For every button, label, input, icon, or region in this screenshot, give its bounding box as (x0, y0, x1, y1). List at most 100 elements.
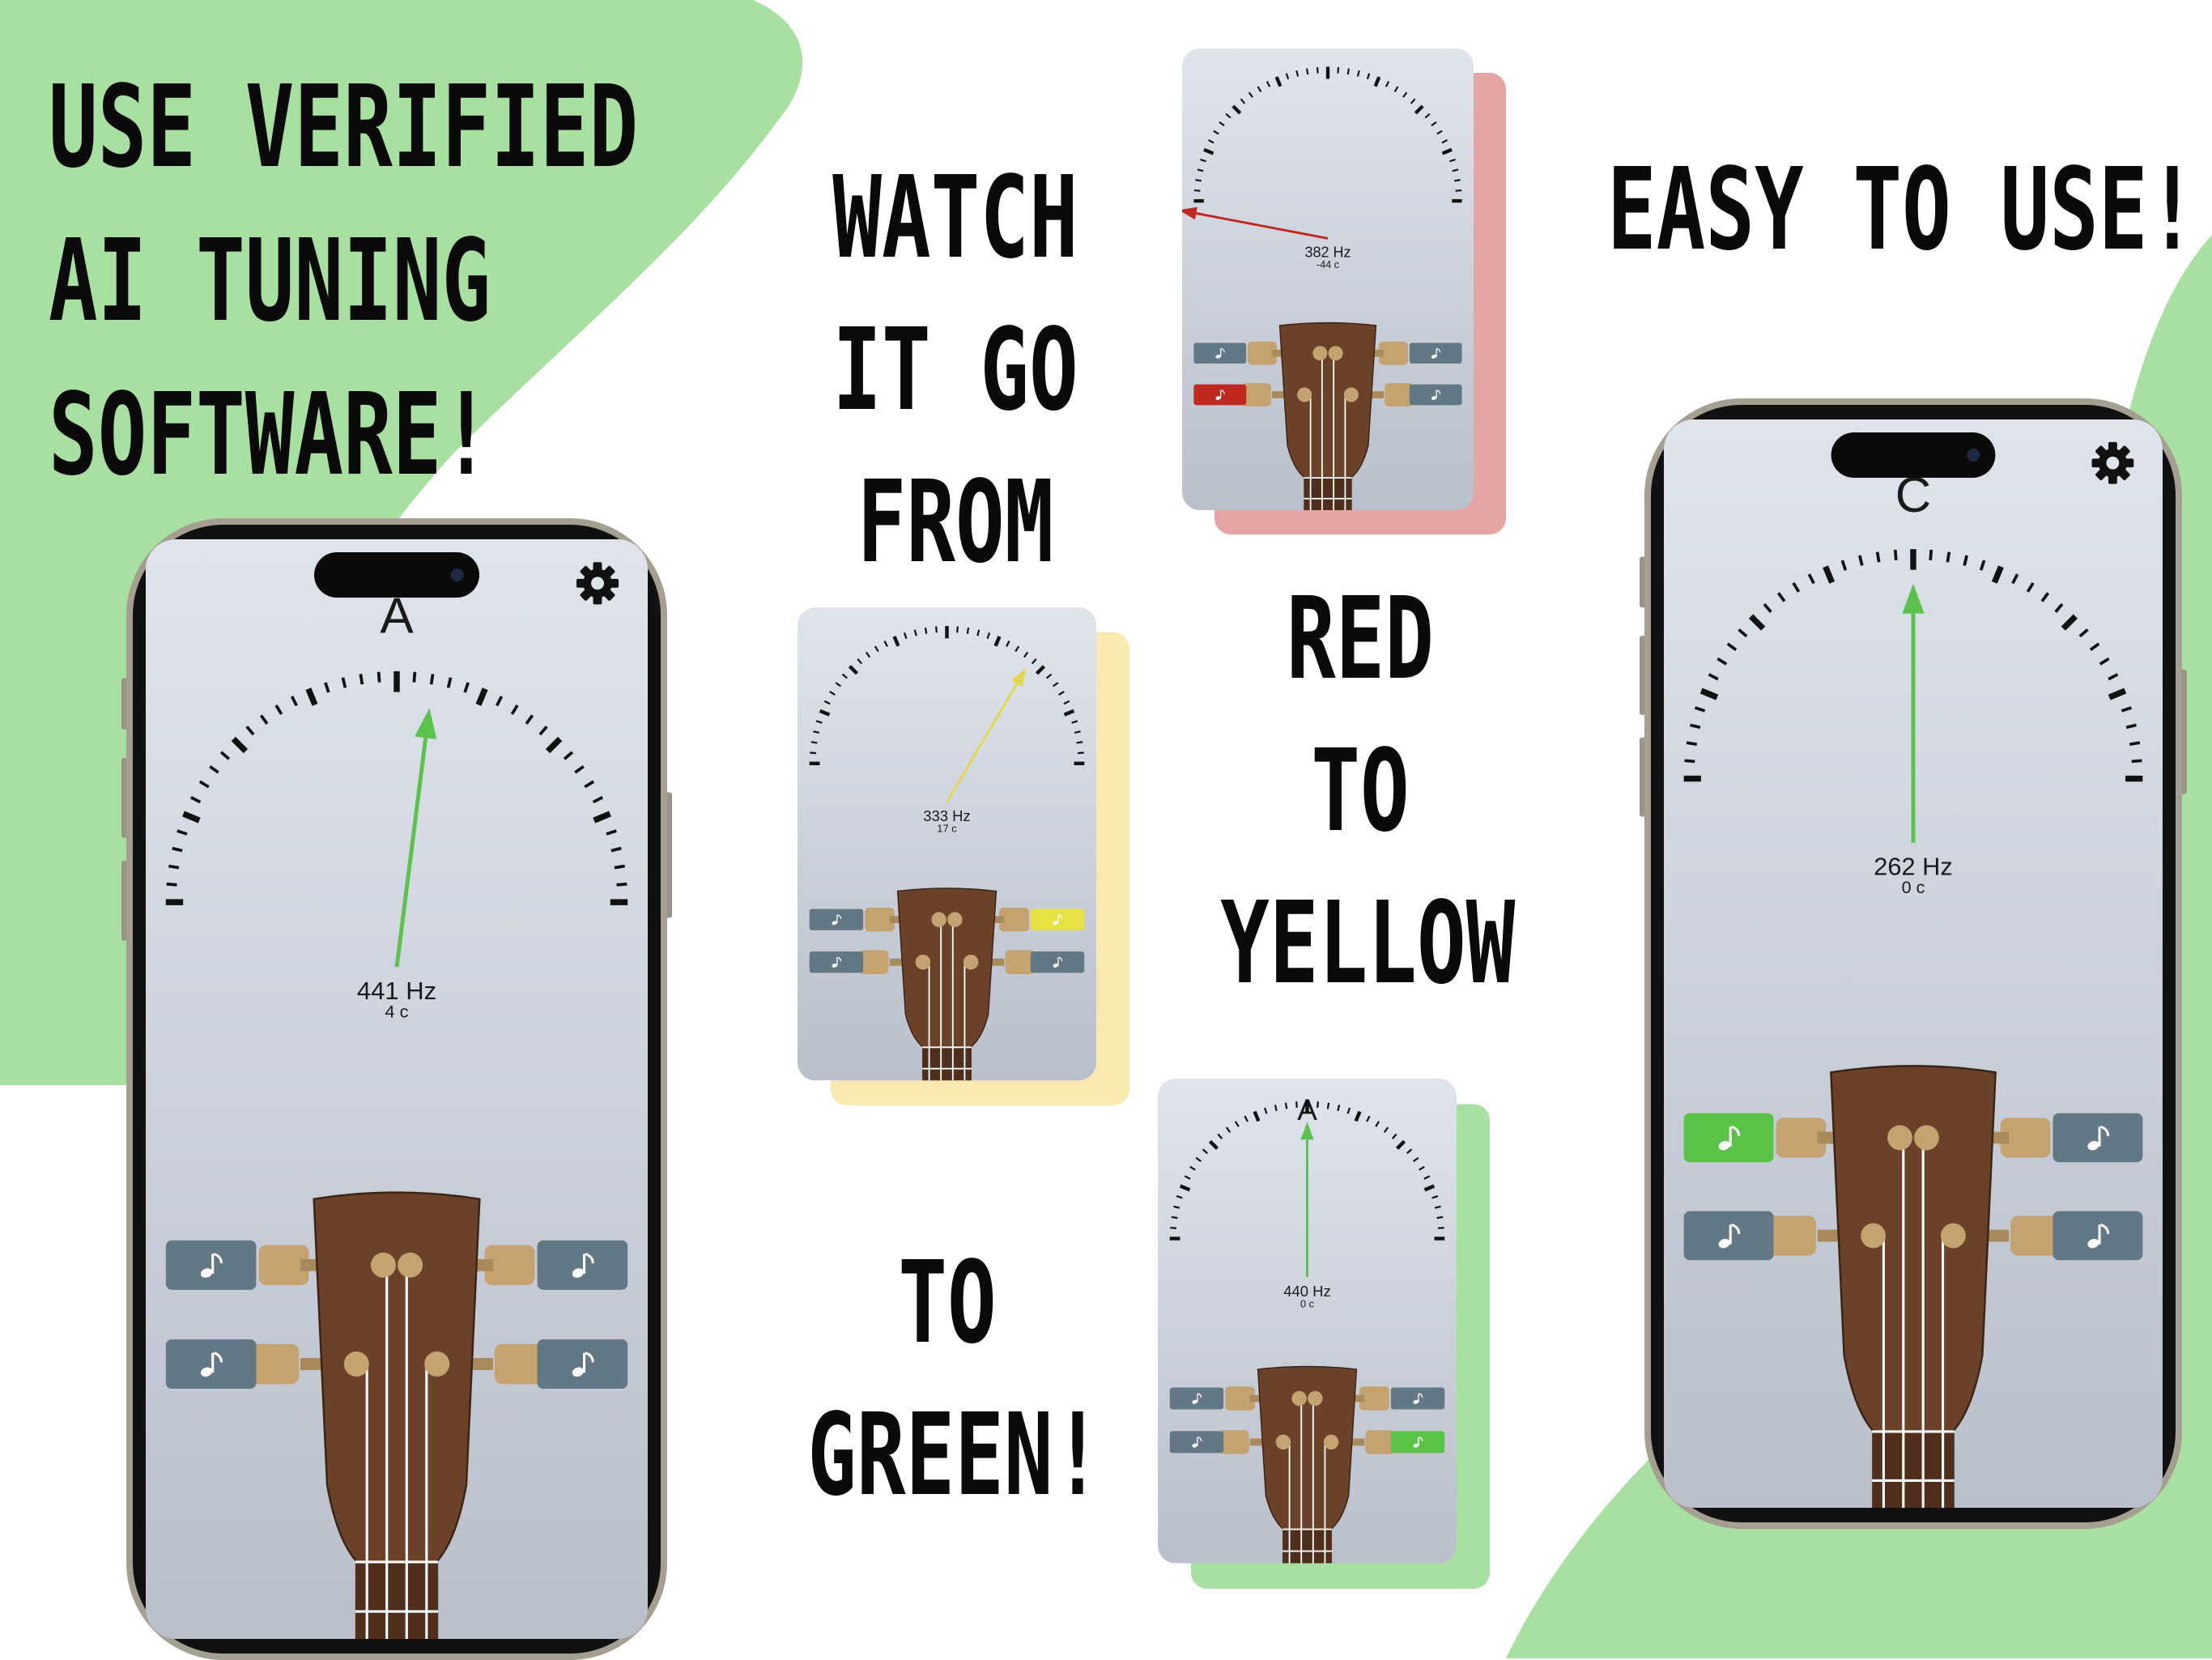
button-face[interactable] (1390, 1431, 1445, 1454)
button-face[interactable] (1169, 1387, 1224, 1410)
string-button-bottom-right[interactable] (537, 1339, 628, 1390)
gear-icon[interactable] (2091, 441, 2134, 484)
string-button-top-right[interactable] (1409, 343, 1462, 364)
gauge-tick (1071, 720, 1078, 724)
tuning-peg (1005, 950, 1036, 974)
string-button-top-right[interactable] (1030, 909, 1085, 930)
string-button-top-left[interactable] (1683, 1113, 1774, 1163)
string-button-bottom-left[interactable] (809, 951, 864, 973)
gauge-tick (1173, 1205, 1180, 1209)
gauge-tick (1991, 565, 2004, 584)
button-face[interactable] (165, 1240, 257, 1290)
music-note-icon (1413, 1393, 1423, 1404)
button-face[interactable] (1409, 384, 1462, 406)
gauge-tick (1414, 104, 1424, 115)
gauge-tick (857, 658, 863, 665)
peg-shaft (1271, 349, 1290, 357)
gauge-tick (1213, 130, 1219, 135)
string-button-bottom-right[interactable] (1390, 1431, 1445, 1454)
button-face[interactable] (809, 909, 864, 930)
gear-hole (2106, 456, 2120, 470)
tuner-gauge (1169, 1100, 1445, 1278)
peg-shaft (1249, 1438, 1268, 1446)
button-face[interactable] (537, 1339, 628, 1390)
gauge-tick (198, 780, 210, 789)
peg-shaft (986, 958, 1005, 966)
headline-line: YELLOW (1220, 878, 1516, 1010)
string-button-bottom-left[interactable] (165, 1339, 257, 1390)
string-button-top-left[interactable] (809, 909, 864, 930)
string-button-bottom-right[interactable] (1409, 384, 1462, 406)
tuning-peg (1776, 1117, 1827, 1158)
string-button-bottom-left[interactable] (1169, 1431, 1224, 1454)
gauge-tick (892, 636, 900, 647)
button-face[interactable] (1409, 343, 1462, 364)
gauge-tick (1035, 665, 1046, 675)
gauge-tick (545, 736, 563, 754)
gauge-tick (574, 764, 585, 774)
button-face[interactable] (1030, 951, 1085, 973)
dynamic-island (1831, 432, 1996, 478)
gauge-tick (1875, 551, 1881, 563)
button-face[interactable] (1683, 1113, 1774, 1163)
gauge-tick (1326, 1102, 1330, 1109)
gauge-tick (1946, 551, 1951, 563)
string-button-top-left[interactable] (165, 1240, 257, 1290)
string-button-top-right[interactable] (2052, 1113, 2143, 1163)
gauge-tick (1686, 741, 1698, 747)
gauge-tick (2040, 592, 2050, 602)
button-face[interactable] (2052, 1113, 2143, 1163)
note-flag (837, 914, 842, 919)
music-note-icon (832, 914, 842, 926)
gauge-tick (956, 626, 959, 633)
gauge-tick (810, 751, 816, 755)
gauge-tick (1858, 555, 1864, 566)
string-button-bottom-left[interactable] (1193, 384, 1247, 406)
peg-post (1275, 1434, 1291, 1450)
peg-post (1297, 387, 1312, 402)
music-note-icon (200, 1351, 223, 1377)
button-face[interactable] (1193, 343, 1247, 364)
button-face[interactable] (1169, 1431, 1224, 1454)
gauge-tick (274, 704, 283, 715)
peg-post (343, 1351, 369, 1377)
button-face[interactable] (1390, 1387, 1445, 1410)
note-stem (1418, 1437, 1419, 1446)
gauge-tick (1436, 1215, 1444, 1219)
string-button-bottom-left[interactable] (1683, 1211, 1774, 1261)
button-face[interactable] (2052, 1211, 2143, 1261)
gear-icon[interactable] (576, 562, 619, 605)
tuner-card: 382 Hz-44 c (1182, 49, 1506, 534)
gauge-tick (1184, 1175, 1191, 1180)
string-button-bottom-right[interactable] (1030, 951, 1085, 973)
string-button-top-left[interactable] (1169, 1387, 1224, 1410)
gauge-tick (993, 636, 1002, 647)
button-face[interactable] (1030, 909, 1085, 930)
button-face[interactable] (537, 1240, 628, 1290)
gauge-tick (2011, 573, 2019, 585)
gauge-tick (1076, 741, 1083, 744)
string-button-top-right[interactable] (1390, 1387, 1445, 1410)
gauge-tick (1454, 179, 1461, 182)
button-face[interactable] (165, 1339, 257, 1390)
gear-hole (591, 577, 604, 590)
string-button-top-left[interactable] (1193, 343, 1247, 364)
gauge-tick (1202, 1148, 1208, 1155)
gauge-tick (1726, 642, 1738, 651)
gauge-tick (1684, 759, 1695, 764)
button-face[interactable] (809, 951, 864, 973)
button-face[interactable] (1683, 1211, 1774, 1261)
string-button-bottom-right[interactable] (2052, 1211, 2143, 1261)
string-button-top-right[interactable] (537, 1240, 628, 1290)
gauge-tick (290, 696, 299, 707)
frequency-readout: 382 Hz (1304, 245, 1351, 261)
gauge-tick (166, 882, 177, 887)
note-flag (585, 1253, 594, 1264)
music-note-icon (200, 1253, 223, 1278)
gauge-tick (1197, 168, 1204, 172)
headline-red-yellow: RED TO YELLOW (1166, 583, 1555, 1001)
button-face[interactable] (1193, 384, 1247, 406)
note-head (1718, 1238, 1730, 1249)
headline-line: WATCH (832, 152, 1078, 284)
gauge-tick (810, 741, 818, 744)
